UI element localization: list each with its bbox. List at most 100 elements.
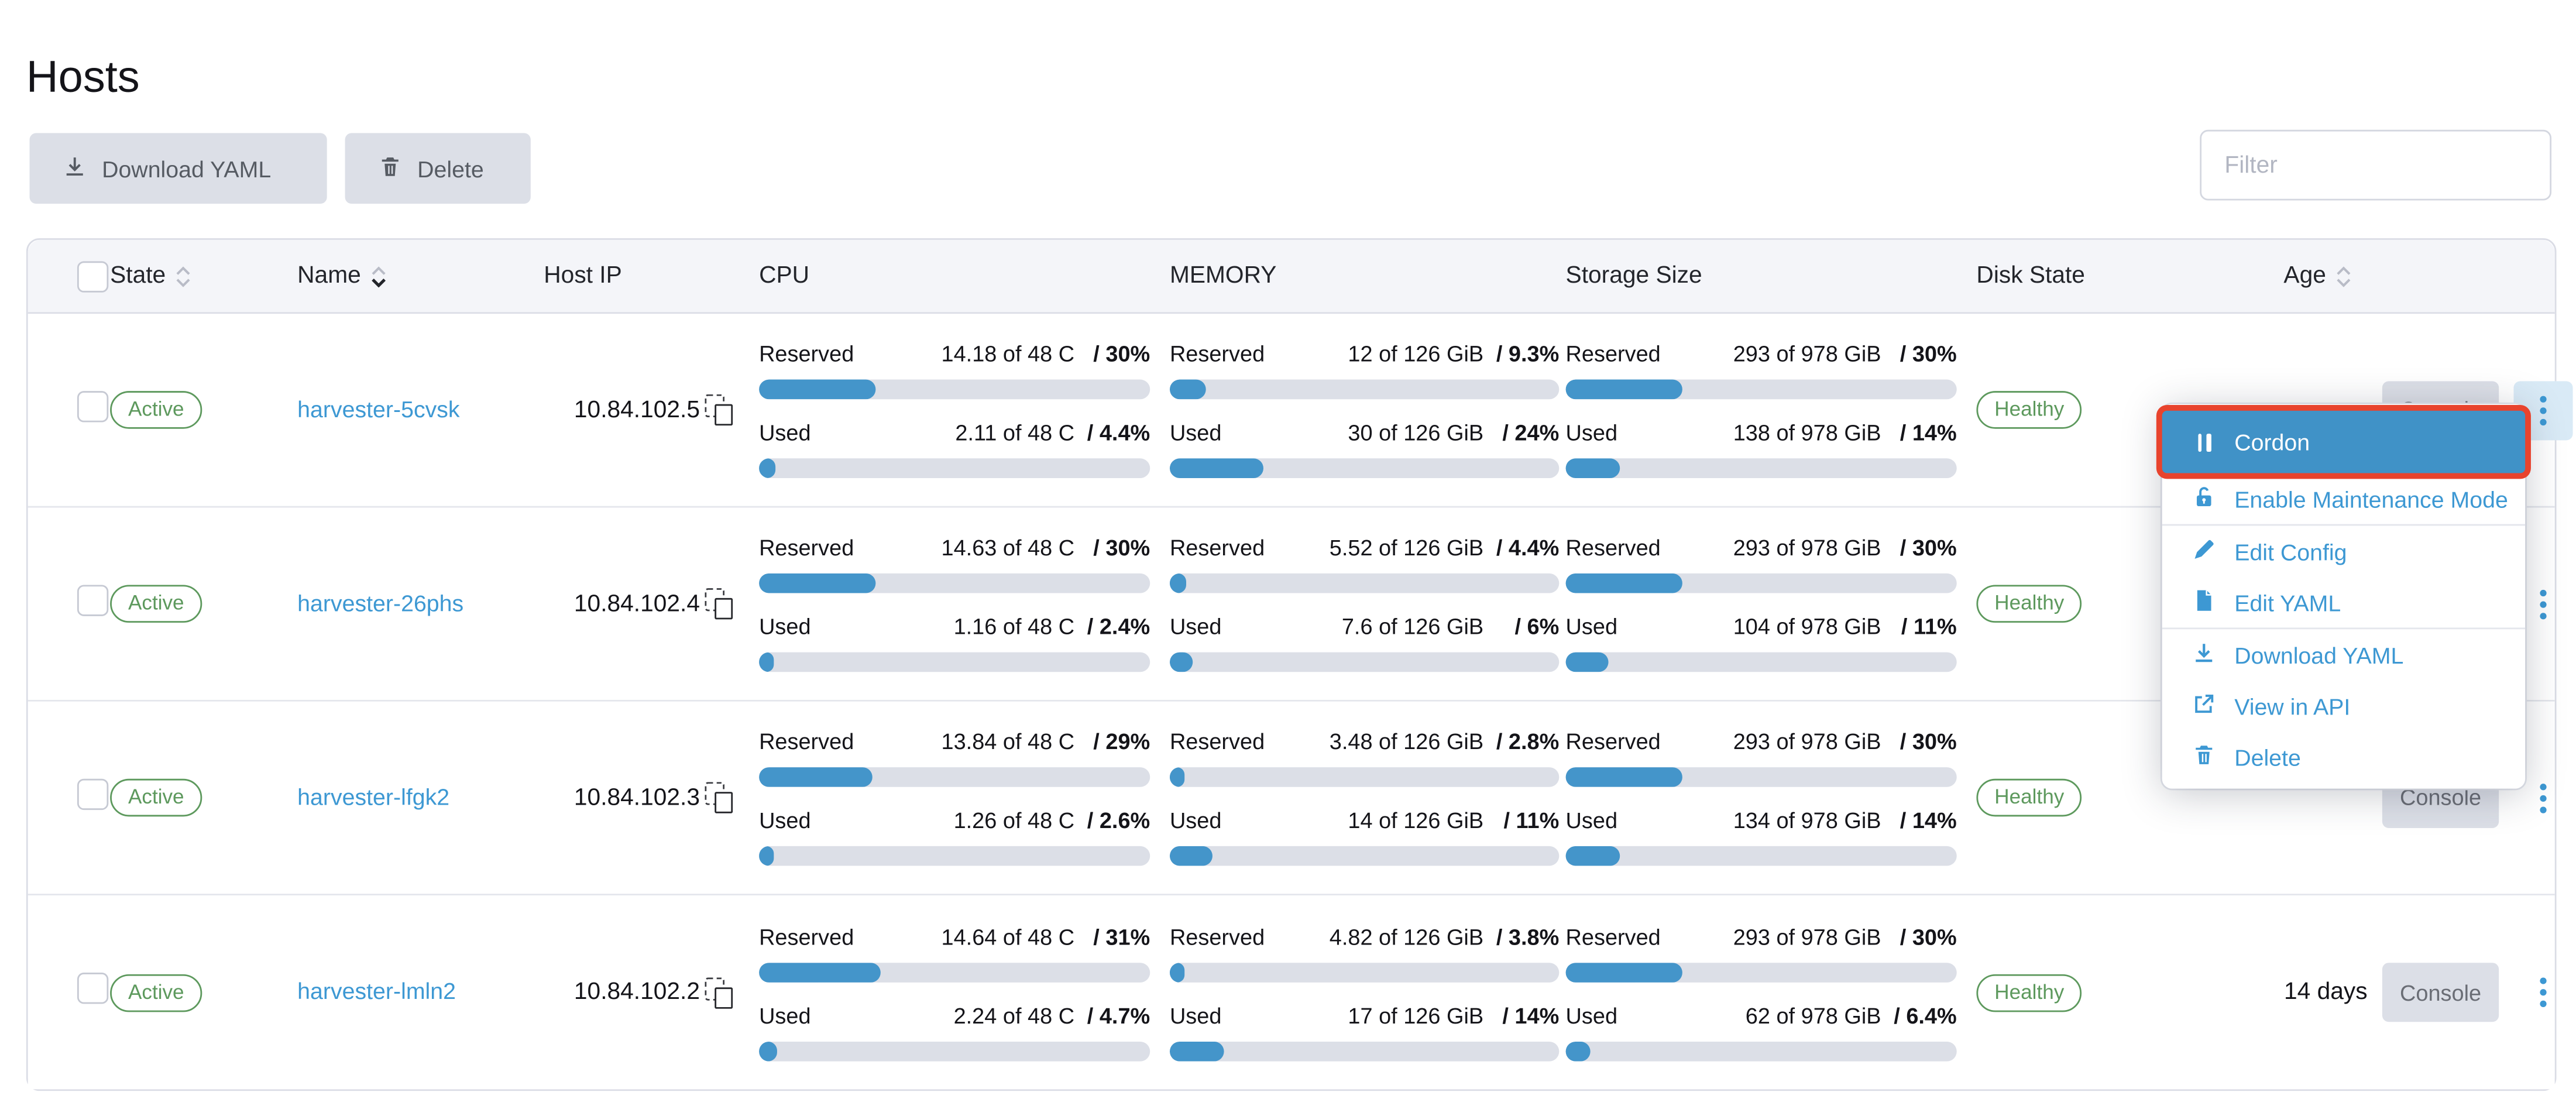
memory-cell: Reserved 5.52 of 126 GiB / 4.4% Used 7.6… xyxy=(1169,535,1566,672)
download-yaml-button[interactable]: Download YAML xyxy=(29,133,327,204)
kebab-menu-button[interactable] xyxy=(2513,963,2572,1022)
copy-icon[interactable] xyxy=(705,782,733,813)
menu-item-enable-maintenance-mode[interactable]: Enable Maintenance Mode xyxy=(2162,473,2525,524)
delete-button[interactable]: Delete xyxy=(345,133,531,204)
storage-used-value: 62 of 978 GiB xyxy=(1745,1002,1881,1028)
storage-reserved-value: 293 of 978 GiB xyxy=(1733,729,1881,754)
cpu-used-percent: / 4.4% xyxy=(1087,420,1150,445)
used-label: Used xyxy=(1169,1002,1222,1028)
row-checkbox[interactable] xyxy=(77,390,109,422)
menu-item-cordon[interactable]: Cordon xyxy=(2162,410,2526,473)
cpu-used-bar xyxy=(759,652,1150,672)
used-label: Used xyxy=(759,1002,811,1028)
host-name-link[interactable]: harvester-5cvsk xyxy=(297,395,460,422)
memory-reserved-percent: / 2.8% xyxy=(1496,729,1560,754)
age-value: 14 days xyxy=(2283,979,2368,1006)
status-badge: Active xyxy=(110,778,202,817)
copy-icon[interactable] xyxy=(705,977,733,1008)
memory-reserved-value: 3.48 of 126 GiB xyxy=(1329,729,1484,754)
storage-used-bar xyxy=(1565,1040,1957,1061)
column-header-storage[interactable]: Storage Size xyxy=(1565,263,1702,290)
storage-used-value: 104 of 978 GiB xyxy=(1733,614,1881,640)
reserved-label: Reserved xyxy=(1169,341,1265,367)
column-header-host-ip[interactable]: Host IP xyxy=(544,263,622,290)
memory-used-bar xyxy=(1169,1040,1560,1061)
disk-state-badge: Healthy xyxy=(1976,973,2083,1012)
used-label: Used xyxy=(759,808,811,833)
cpu-reserved-value: 14.63 of 48 C xyxy=(941,535,1075,561)
menu-item-edit-yaml[interactable]: Edit YAML xyxy=(2162,576,2525,627)
column-header-age[interactable]: Age xyxy=(2283,263,2382,289)
external-link-icon xyxy=(2192,691,2216,721)
storage-used-value: 134 of 978 GiB xyxy=(1733,808,1881,833)
storage-used-percent: / 14% xyxy=(1900,420,1957,445)
copy-icon[interactable] xyxy=(705,394,733,426)
disk-state-badge: Healthy xyxy=(1976,778,2083,817)
storage-reserved-value: 293 of 978 GiB xyxy=(1733,535,1881,561)
file-icon xyxy=(2192,588,2216,617)
table-body: Active harvester-5cvsk 10.84.102.5 Reser… xyxy=(28,314,2573,1090)
cpu-reserved-percent: / 30% xyxy=(1093,535,1150,561)
column-header-cpu[interactable]: CPU xyxy=(759,263,810,290)
host-name-link[interactable]: harvester-lmln2 xyxy=(297,977,456,1004)
memory-cell: Reserved 4.82 of 126 GiB / 3.8% Used 17 … xyxy=(1169,924,1566,1061)
column-header-state[interactable]: State xyxy=(110,263,297,289)
row-checkbox[interactable] xyxy=(77,584,109,616)
column-header-disk-state[interactable]: Disk State xyxy=(1976,263,2085,290)
cpu-used-bar xyxy=(759,1040,1150,1061)
cpu-cell: Reserved 13.84 of 48 C / 29% Used 1.26 o… xyxy=(759,730,1170,866)
download-yaml-label: Download YAML xyxy=(102,155,272,182)
memory-used-bar xyxy=(1169,846,1560,866)
host-name-link[interactable]: harvester-26phs xyxy=(297,589,464,616)
disk-state-badge: Healthy xyxy=(1976,585,2083,623)
storage-reserved-bar xyxy=(1565,379,1957,400)
page-title: Hosts xyxy=(26,53,140,102)
host-name-link[interactable]: harvester-lfgk2 xyxy=(297,782,450,809)
memory-used-value: 7.6 of 126 GiB xyxy=(1341,614,1484,640)
memory-reserved-bar xyxy=(1169,767,1560,787)
storage-used-bar xyxy=(1565,458,1957,478)
storage-reserved-bar xyxy=(1565,573,1957,593)
menu-item-delete[interactable]: Delete xyxy=(2162,731,2525,782)
used-label: Used xyxy=(759,614,811,640)
filter-input[interactable] xyxy=(2200,129,2552,201)
storage-reserved-value: 293 of 978 GiB xyxy=(1733,924,1881,949)
reserved-label: Reserved xyxy=(1169,729,1265,754)
cpu-used-value: 2.11 of 48 C xyxy=(955,420,1075,445)
storage-used-bar xyxy=(1565,652,1957,672)
row-checkbox[interactable] xyxy=(77,973,109,1004)
storage-cell: Reserved 293 of 978 GiB / 30% Used 62 of… xyxy=(1565,924,1977,1061)
reserved-label: Reserved xyxy=(1565,341,1661,367)
sort-icon xyxy=(2336,265,2351,287)
column-header-name[interactable]: Name xyxy=(297,263,544,289)
reserved-label: Reserved xyxy=(1169,535,1265,561)
memory-reserved-percent: / 4.4% xyxy=(1496,535,1560,561)
pencil-icon xyxy=(2192,537,2216,566)
memory-used-percent: / 24% xyxy=(1502,420,1560,445)
cpu-used-percent: / 4.7% xyxy=(1087,1002,1150,1028)
menu-item-view-in-api[interactable]: View in API xyxy=(2162,680,2525,731)
table-row: Active harvester-lfgk2 10.84.102.3 Reser… xyxy=(28,701,2555,896)
menu-item-download-yaml[interactable]: Download YAML xyxy=(2162,629,2525,680)
menu-item-edit-config[interactable]: Edit Config xyxy=(2162,526,2525,576)
row-checkbox[interactable] xyxy=(77,778,109,809)
cpu-used-bar xyxy=(759,846,1150,866)
used-label: Used xyxy=(1565,614,1618,640)
used-label: Used xyxy=(1169,614,1222,640)
column-header-memory[interactable]: MEMORY xyxy=(1169,263,1277,290)
console-button[interactable]: Console xyxy=(2382,963,2499,1022)
reserved-label: Reserved xyxy=(1565,535,1661,561)
storage-used-bar xyxy=(1565,846,1957,866)
memory-reserved-bar xyxy=(1169,961,1560,982)
memory-used-value: 14 of 126 GiB xyxy=(1348,808,1484,833)
memory-used-percent: / 14% xyxy=(1502,1002,1560,1028)
select-all-checkbox[interactable] xyxy=(77,260,109,292)
table-row: Active harvester-lmln2 10.84.102.2 Reser… xyxy=(28,895,2555,1090)
memory-cell: Reserved 3.48 of 126 GiB / 2.8% Used 14 … xyxy=(1169,729,1566,866)
copy-icon[interactable] xyxy=(705,588,733,620)
kebab-menu-button[interactable] xyxy=(2513,768,2572,827)
used-label: Used xyxy=(759,420,811,445)
kebab-menu-button[interactable] xyxy=(2513,574,2572,633)
memory-used-bar xyxy=(1169,652,1560,672)
reserved-label: Reserved xyxy=(759,729,854,754)
